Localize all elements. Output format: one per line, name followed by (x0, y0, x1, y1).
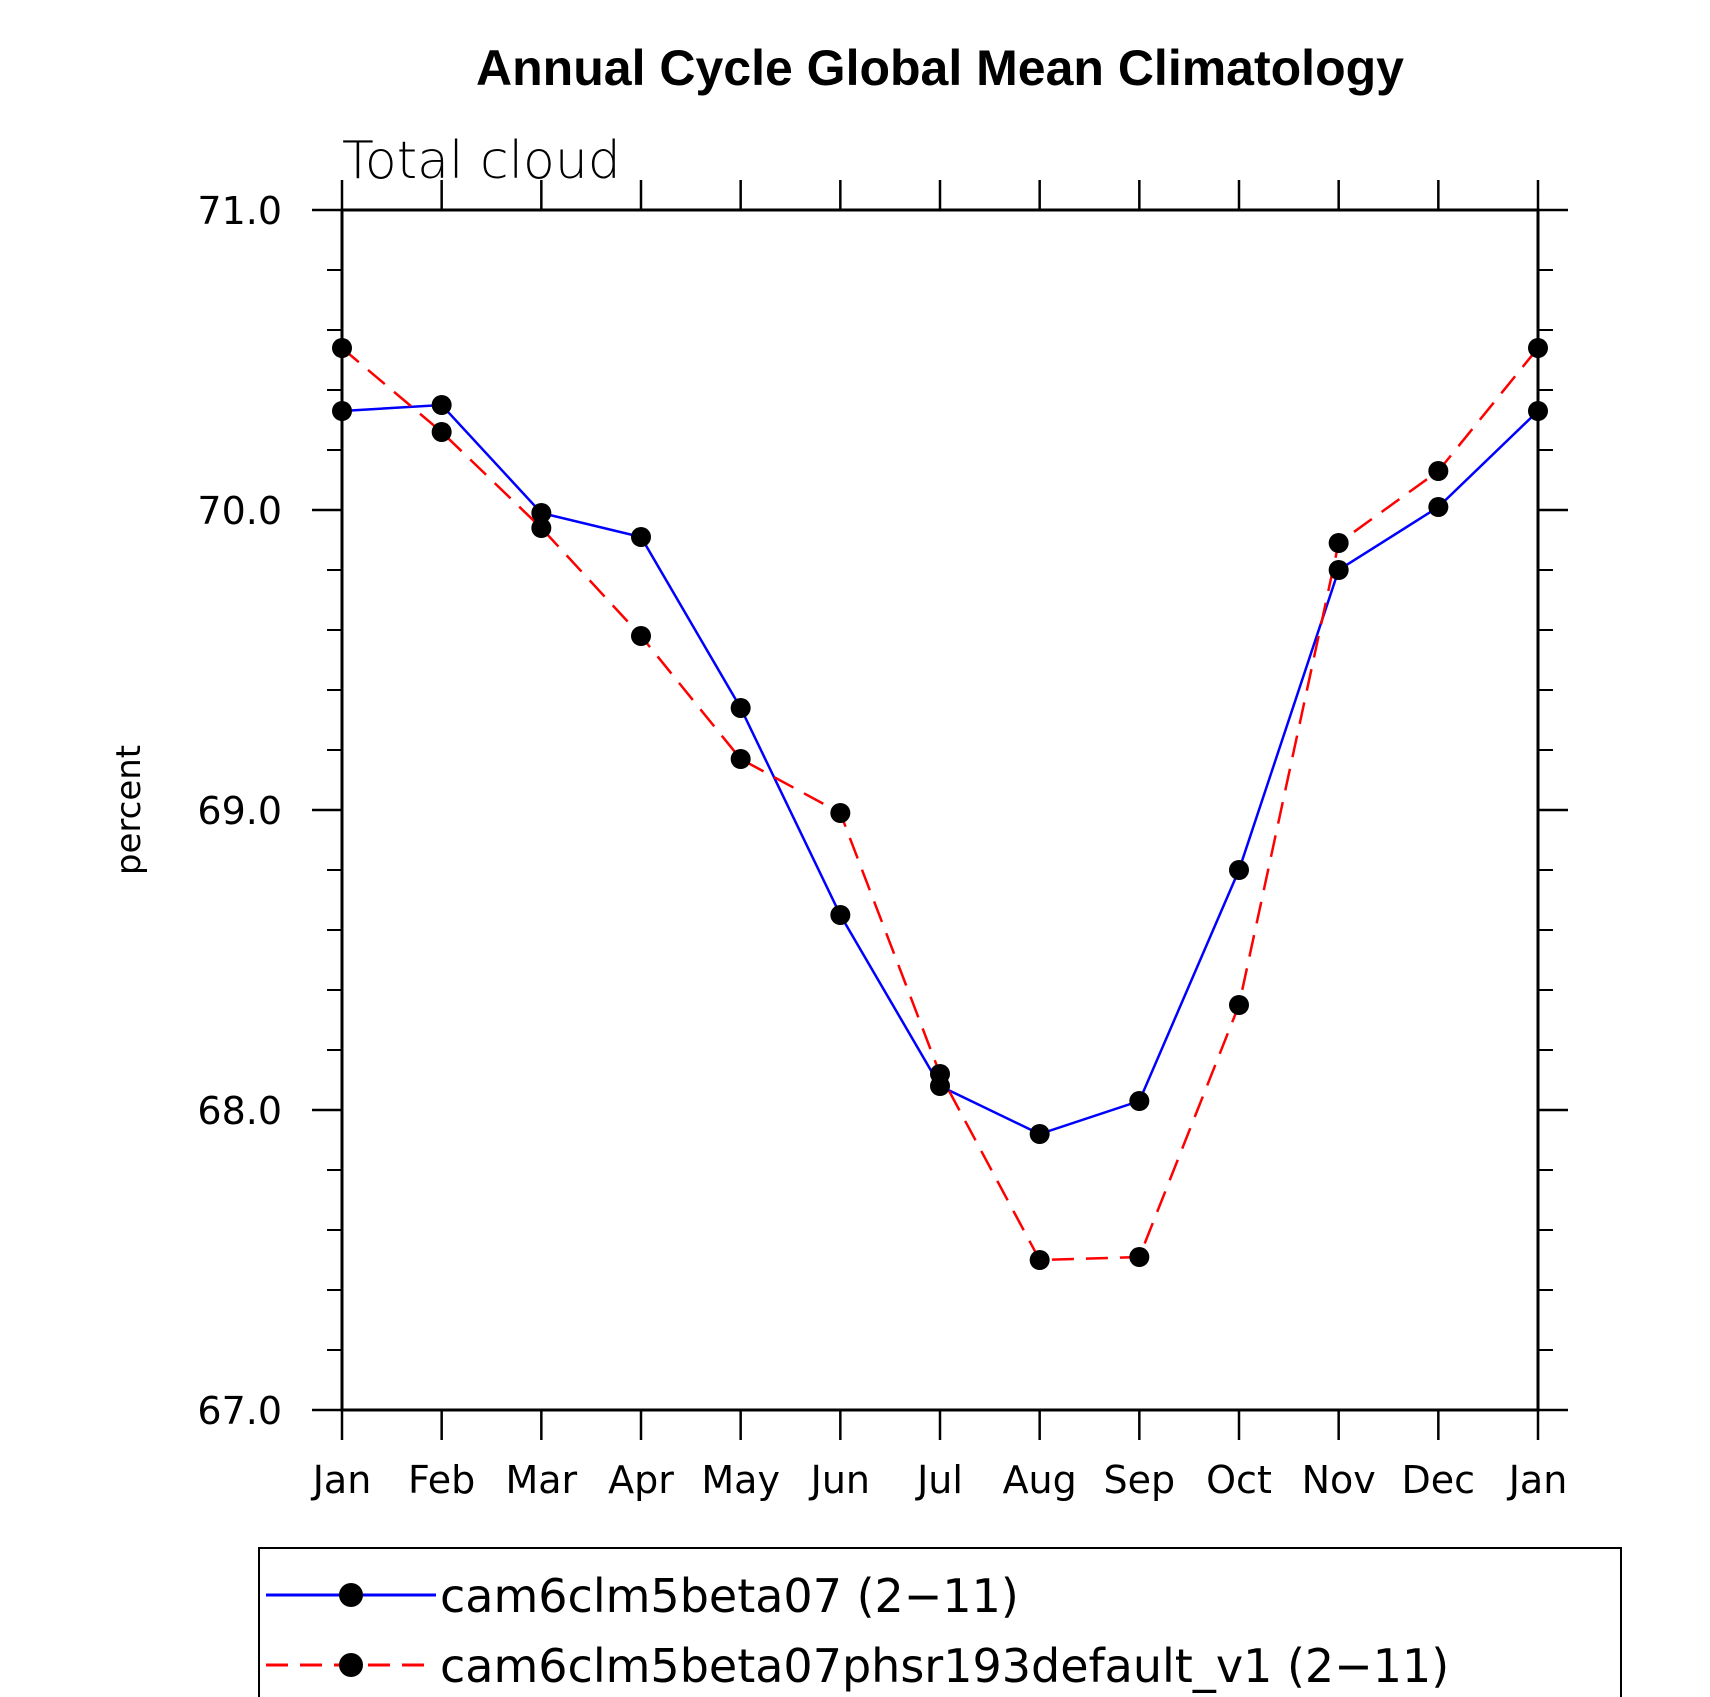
series-1-point (631, 626, 651, 646)
series-1-point (1328, 533, 1349, 553)
series-line-0 (341, 403, 1539, 1136)
x-tick-label: Jul (915, 1458, 963, 1502)
series-1-point (332, 338, 352, 358)
chart-title: Annual Cycle Global Mean Climatology (476, 40, 1404, 96)
legend-label-0: cam6clm5beta07 (2−11) (440, 1569, 1019, 1623)
x-tick-label: Jun (809, 1458, 870, 1502)
tick-labels: Jan Feb Mar Apr May Jun Jul Aug Sep Oct Nov Dec Jan 6… (197, 189, 1567, 1502)
series-0-point (1528, 401, 1548, 421)
x-tick-label: Dec (1402, 1458, 1476, 1502)
axis-ticks (312, 180, 1568, 1440)
x-tick-label: Sep (1104, 1458, 1176, 1502)
x-tick-label: May (701, 1458, 780, 1502)
y-tick-label: 71.0 (197, 189, 282, 233)
series-layer (332, 338, 1548, 1270)
plot-frame (340, 208, 1540, 1412)
series-0-point (1229, 860, 1249, 880)
series-1-point (930, 1064, 950, 1084)
series-1-point (1229, 995, 1249, 1015)
series-0-point (631, 527, 651, 547)
x-tick-label: Feb (408, 1458, 475, 1502)
series-0-point (1428, 497, 1449, 517)
series-1-point (531, 518, 552, 538)
series-1-point (730, 749, 751, 769)
x-tick-label: Aug (1003, 1458, 1077, 1502)
series-1-point (1129, 1247, 1150, 1267)
series-0-point (1129, 1091, 1150, 1111)
chart-subtitle: Total cloud (342, 131, 621, 191)
series-1-point (830, 803, 851, 823)
legend-box (258, 1547, 1622, 1697)
legend-label-1: cam6clm5beta07phsr193default_v1 (2−11) (440, 1639, 1449, 1693)
y-tick-label: 68.0 (197, 1089, 282, 1133)
series-0-point (1328, 560, 1349, 580)
series-0-point (332, 401, 352, 421)
x-tick-label: Nov (1302, 1458, 1376, 1502)
y-tick-label: 70.0 (197, 489, 282, 533)
y-tick-label: 67.0 (197, 1389, 282, 1433)
x-tick-label: Oct (1206, 1458, 1272, 1502)
series-0-point (1029, 1124, 1050, 1144)
x-tick-label: Jan (1507, 1458, 1568, 1502)
series-0-point (830, 905, 851, 925)
legend-marker-0 (339, 1583, 363, 1607)
x-tick-label: Mar (505, 1458, 577, 1502)
series-0-point (730, 698, 751, 718)
series-0-point (431, 395, 452, 415)
series-1-point (1428, 461, 1449, 481)
series-line-1 (341, 347, 1539, 1262)
y-axis-label: percent (109, 745, 149, 875)
x-tick-label: Jan (311, 1458, 372, 1502)
y-tick-label: 69.0 (197, 789, 282, 833)
series-1-point (1029, 1250, 1050, 1270)
series-0-point (531, 503, 552, 523)
legend: cam6clm5beta07 (2−11) cam6clm5beta07phsr… (258, 1547, 1622, 1697)
legend-marker-1 (339, 1653, 363, 1677)
series-1-point (1528, 338, 1548, 358)
series-1-point (431, 422, 452, 442)
x-tick-label: Apr (608, 1458, 674, 1502)
